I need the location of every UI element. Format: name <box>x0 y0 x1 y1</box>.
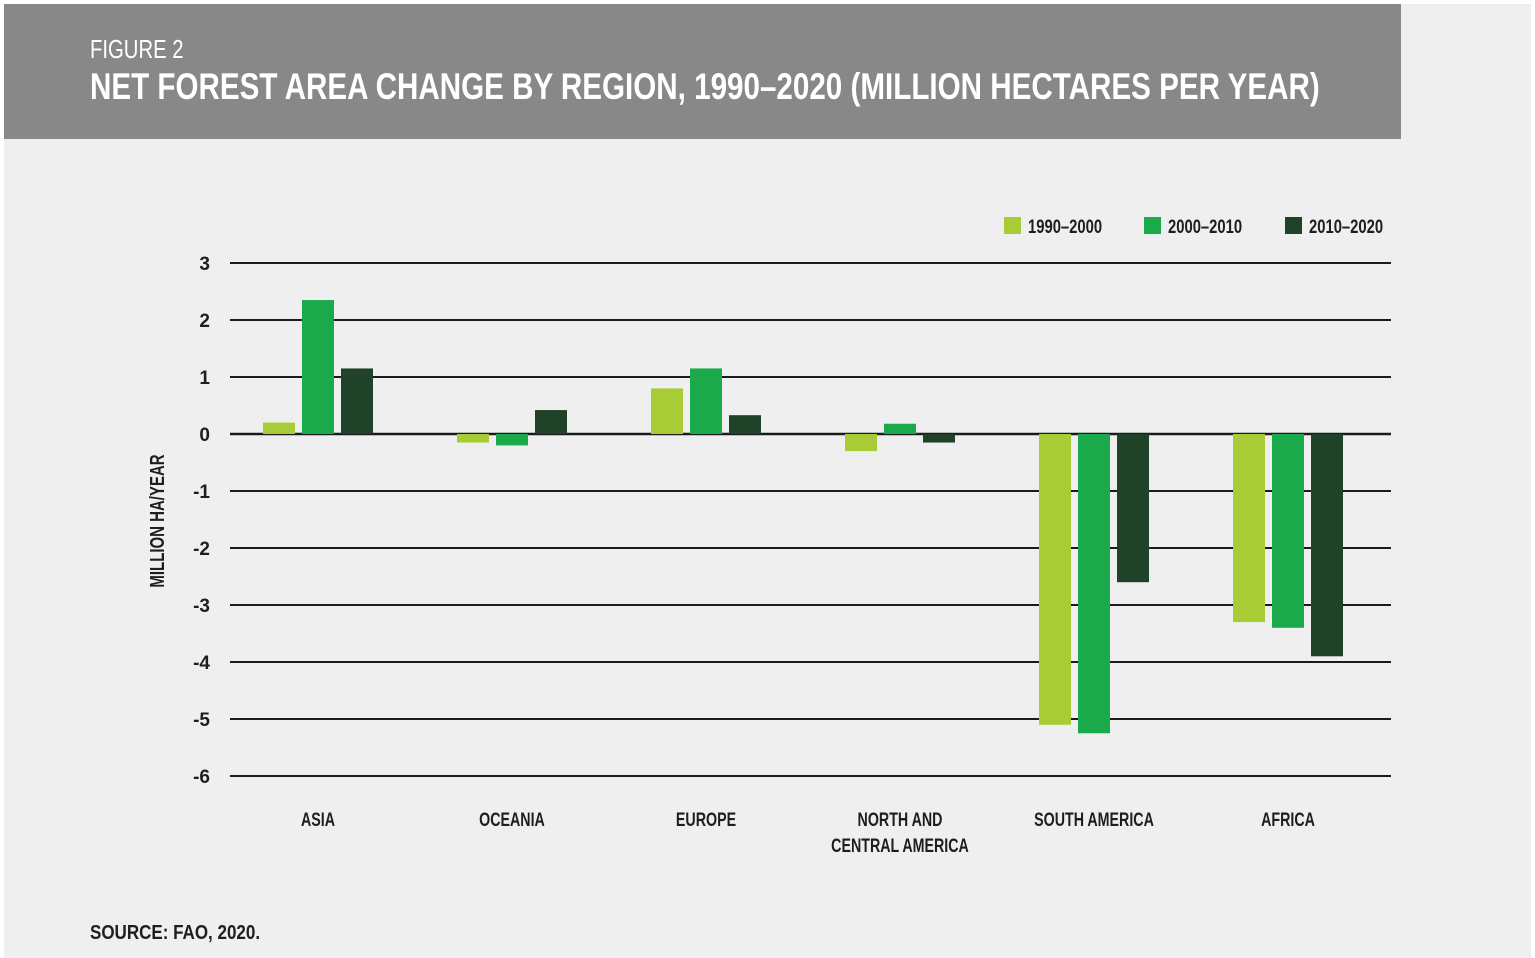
bar <box>729 415 761 434</box>
bar <box>651 388 683 434</box>
bar <box>1117 434 1149 583</box>
bar <box>1039 434 1071 725</box>
bar <box>923 434 955 443</box>
category-label: OCEANIA <box>479 809 545 830</box>
bars <box>263 300 1343 734</box>
legend: 1990–2000 2000–2010 2010–2020 <box>1004 216 1383 237</box>
category-label: NORTH AND <box>858 809 943 830</box>
bar <box>1233 434 1265 623</box>
category-label: EUROPE <box>676 809 736 830</box>
category-label: AFRICA <box>1261 809 1315 830</box>
y-tick-label: -6 <box>193 767 210 788</box>
legend-label: 1990–2000 <box>1028 216 1102 237</box>
bar <box>535 410 567 434</box>
y-tick-label: 3 <box>199 254 210 275</box>
bar <box>884 423 916 434</box>
legend-swatch <box>1285 217 1302 234</box>
bar <box>457 434 489 443</box>
y-tick-label: 0 <box>199 425 210 446</box>
y-tick-label: -1 <box>193 482 210 503</box>
bar <box>1078 434 1110 734</box>
legend-swatch <box>1004 217 1021 234</box>
y-axis-title: MILLION HA/YEAR <box>146 454 169 587</box>
category-label: CENTRAL AMERICA <box>831 835 969 856</box>
bar <box>690 368 722 434</box>
y-tick-label: -4 <box>193 653 210 674</box>
bar <box>263 422 295 434</box>
legend-label: 2000–2010 <box>1168 216 1242 237</box>
category-label: ASIA <box>301 809 335 830</box>
bar <box>302 300 334 434</box>
legend-label: 2010–2020 <box>1309 216 1383 237</box>
bar <box>1272 434 1304 628</box>
y-tick-labels: 3 2 1 0 -1 -2 -3 -4 -5 -6 <box>193 254 210 788</box>
source-note: SOURCE: FAO, 2020. <box>90 922 261 944</box>
bar <box>1311 434 1343 657</box>
y-tick-label: 1 <box>199 368 210 389</box>
legend-swatch <box>1144 217 1161 234</box>
y-tick-label: 2 <box>199 311 210 332</box>
bar <box>496 434 528 446</box>
figure-title: NET FOREST AREA CHANGE BY REGION, 1990–2… <box>90 66 1320 107</box>
bar <box>845 434 877 452</box>
figure-label: FIGURE 2 <box>90 34 184 64</box>
figure-header <box>4 4 1401 139</box>
category-labels: ASIA OCEANIA EUROPE NORTH AND CENTRAL AMERIC… <box>301 809 1315 856</box>
y-tick-label: -3 <box>193 596 210 617</box>
y-tick-label: -5 <box>193 710 210 731</box>
y-tick-label: -2 <box>193 539 210 560</box>
gridlines <box>230 262 1391 777</box>
category-label: SOUTH AMERICA <box>1034 809 1154 830</box>
bar <box>341 368 373 434</box>
